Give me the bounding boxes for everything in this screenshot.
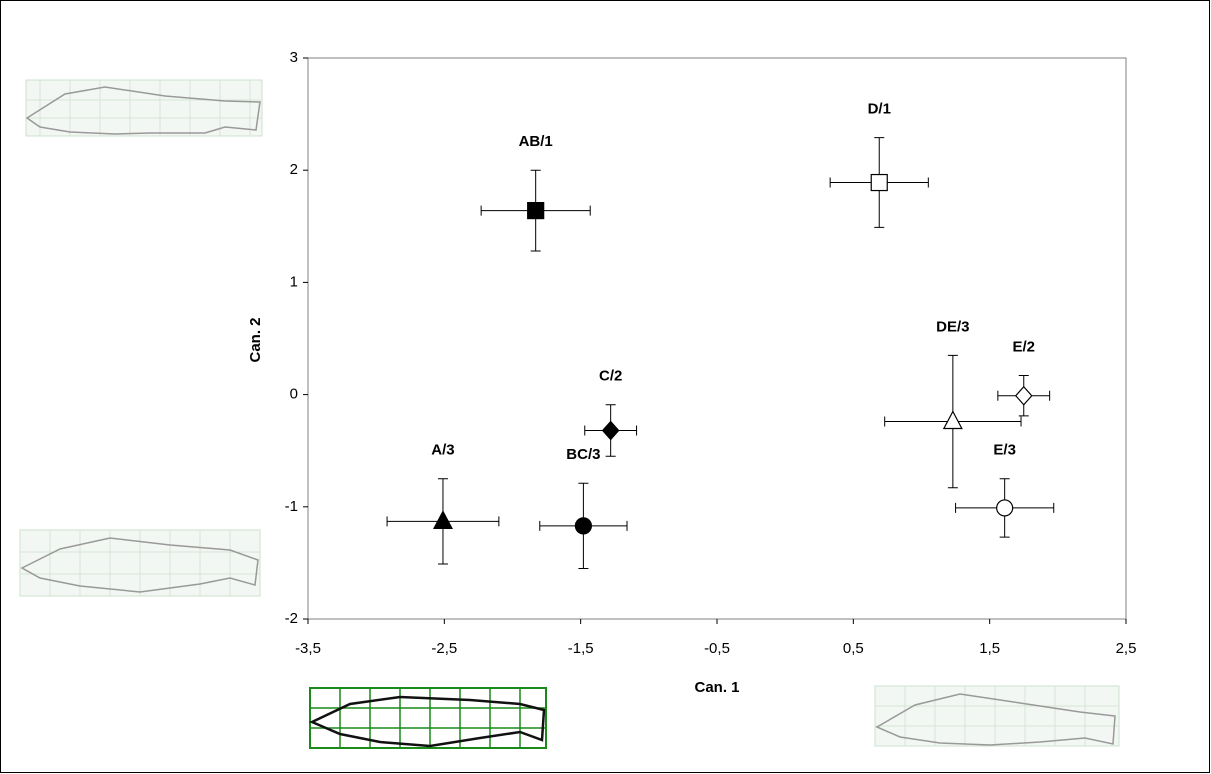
y-tick-label: 1 (290, 273, 298, 290)
x-tick-label: 0,5 (843, 640, 864, 657)
x-tick-label: 2,5 (1116, 640, 1137, 657)
point-label: C/2 (599, 368, 622, 385)
point-label: AB/1 (519, 133, 553, 150)
x-tick-label: -0,5 (704, 640, 730, 657)
point-label: DE/3 (936, 318, 969, 335)
point (601, 420, 620, 441)
point-label: BC/3 (566, 446, 600, 463)
point (527, 201, 545, 220)
y-tick-label: -2 (285, 610, 298, 627)
x-axis-label: Can. 1 (694, 679, 739, 696)
point (942, 410, 963, 430)
x-tick-label: -1,5 (568, 640, 594, 657)
point-label: E/2 (1012, 338, 1035, 355)
point-label: A/3 (431, 442, 454, 459)
point (1014, 385, 1033, 406)
point-label: E/3 (993, 442, 1016, 459)
wing-left (19, 529, 261, 597)
y-tick-label: 2 (290, 161, 298, 178)
point (432, 510, 453, 529)
x-tick-label: 1,5 (979, 640, 1000, 657)
point (574, 517, 592, 535)
y-tick-label: 0 (290, 386, 298, 403)
point-label: D/1 (868, 101, 891, 118)
point (870, 173, 888, 192)
y-axis-label: Can. 2 (247, 317, 264, 362)
wing-bottom (308, 687, 547, 749)
y-tick-label: 3 (290, 49, 298, 66)
x-tick-label: -2,5 (431, 640, 457, 657)
y-tick-label: -1 (285, 498, 298, 515)
wing-bottom-right (874, 685, 1120, 747)
point (996, 499, 1014, 517)
wing-top-left (25, 79, 263, 137)
x-tick-label: -3,5 (295, 640, 321, 657)
